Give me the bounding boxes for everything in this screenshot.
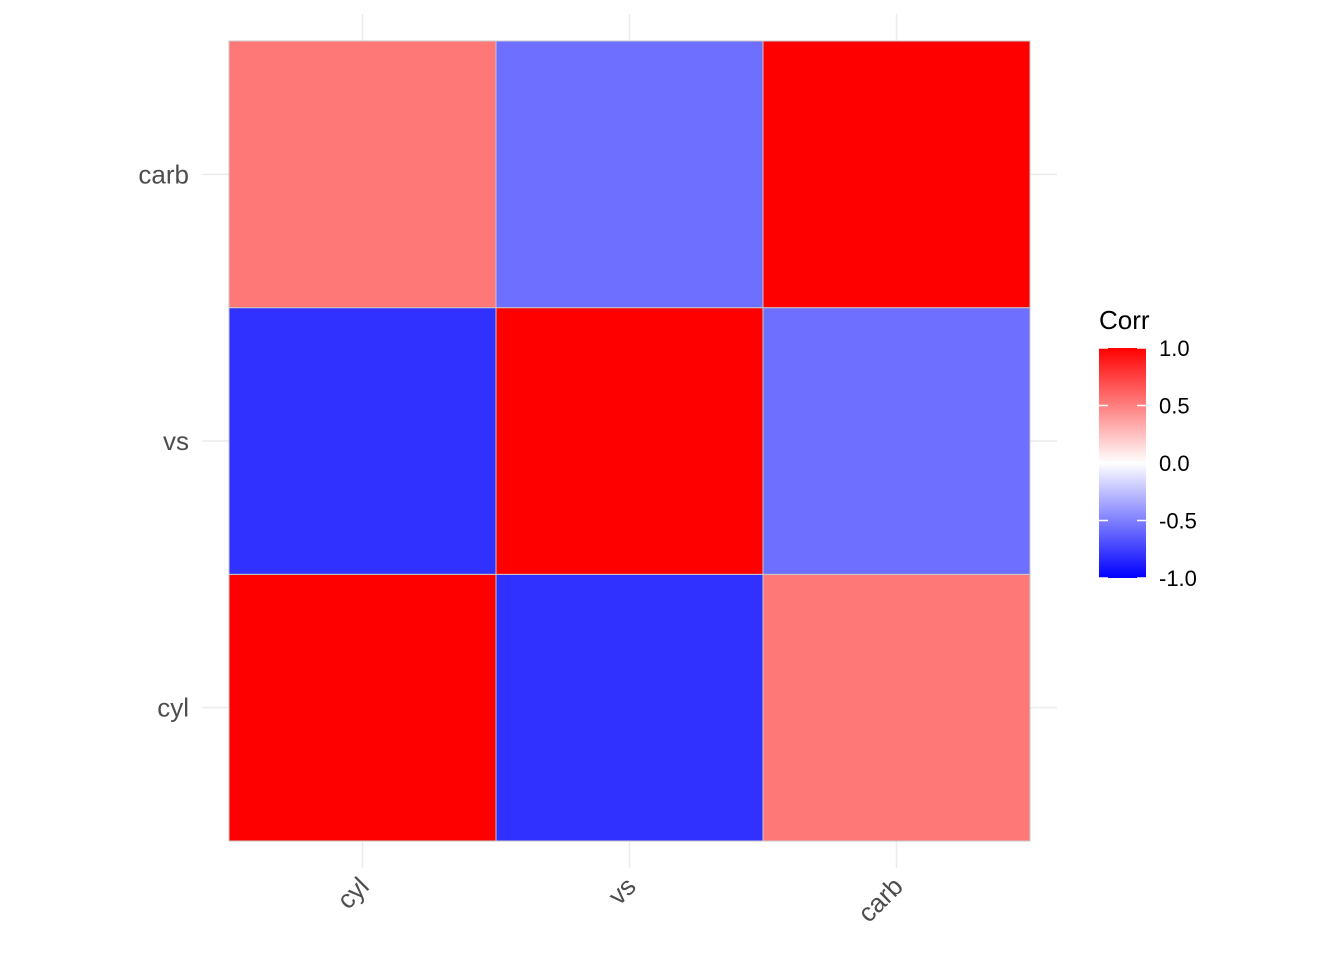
- heatmap-cell-carb-vs: [762, 307, 1031, 575]
- legend-tick-label: 0.0: [1159, 451, 1190, 476]
- legend-title: Corr: [1099, 305, 1150, 335]
- y-tick-label-vs: vs: [163, 426, 189, 456]
- legend-tick-label: -1.0: [1159, 566, 1197, 591]
- x-tick-label-vs: vs: [602, 871, 642, 911]
- heatmap-cell-cyl-vs: [228, 307, 497, 575]
- heatmap-cell-vs-cyl: [495, 573, 764, 842]
- x-tick-label-carb: carb: [852, 871, 909, 928]
- legend-tick-label: 1.0: [1159, 336, 1190, 361]
- heatmap-cell-carb-cyl: [762, 573, 1031, 842]
- heatmap-cell-vs-carb: [495, 40, 764, 309]
- heatmap-cell-cyl-cyl: [228, 573, 497, 842]
- heatmap-cell-vs-vs: [495, 307, 764, 575]
- y-tick-label-carb: carb: [138, 159, 189, 189]
- y-tick-label-cyl: cyl: [157, 693, 189, 723]
- legend-tick-label: 0.5: [1159, 394, 1190, 419]
- legend-tick-label: -0.5: [1159, 509, 1197, 534]
- legend: Corr 1.0 0.5 0.0 -0.5 -1.0: [1099, 305, 1197, 591]
- heatmap-cell-cyl-carb: [228, 40, 497, 309]
- x-tick-label-cyl: cyl: [331, 871, 375, 915]
- heatmap-cell-carb-carb: [762, 40, 1031, 309]
- heatmap-cells: [228, 40, 1031, 842]
